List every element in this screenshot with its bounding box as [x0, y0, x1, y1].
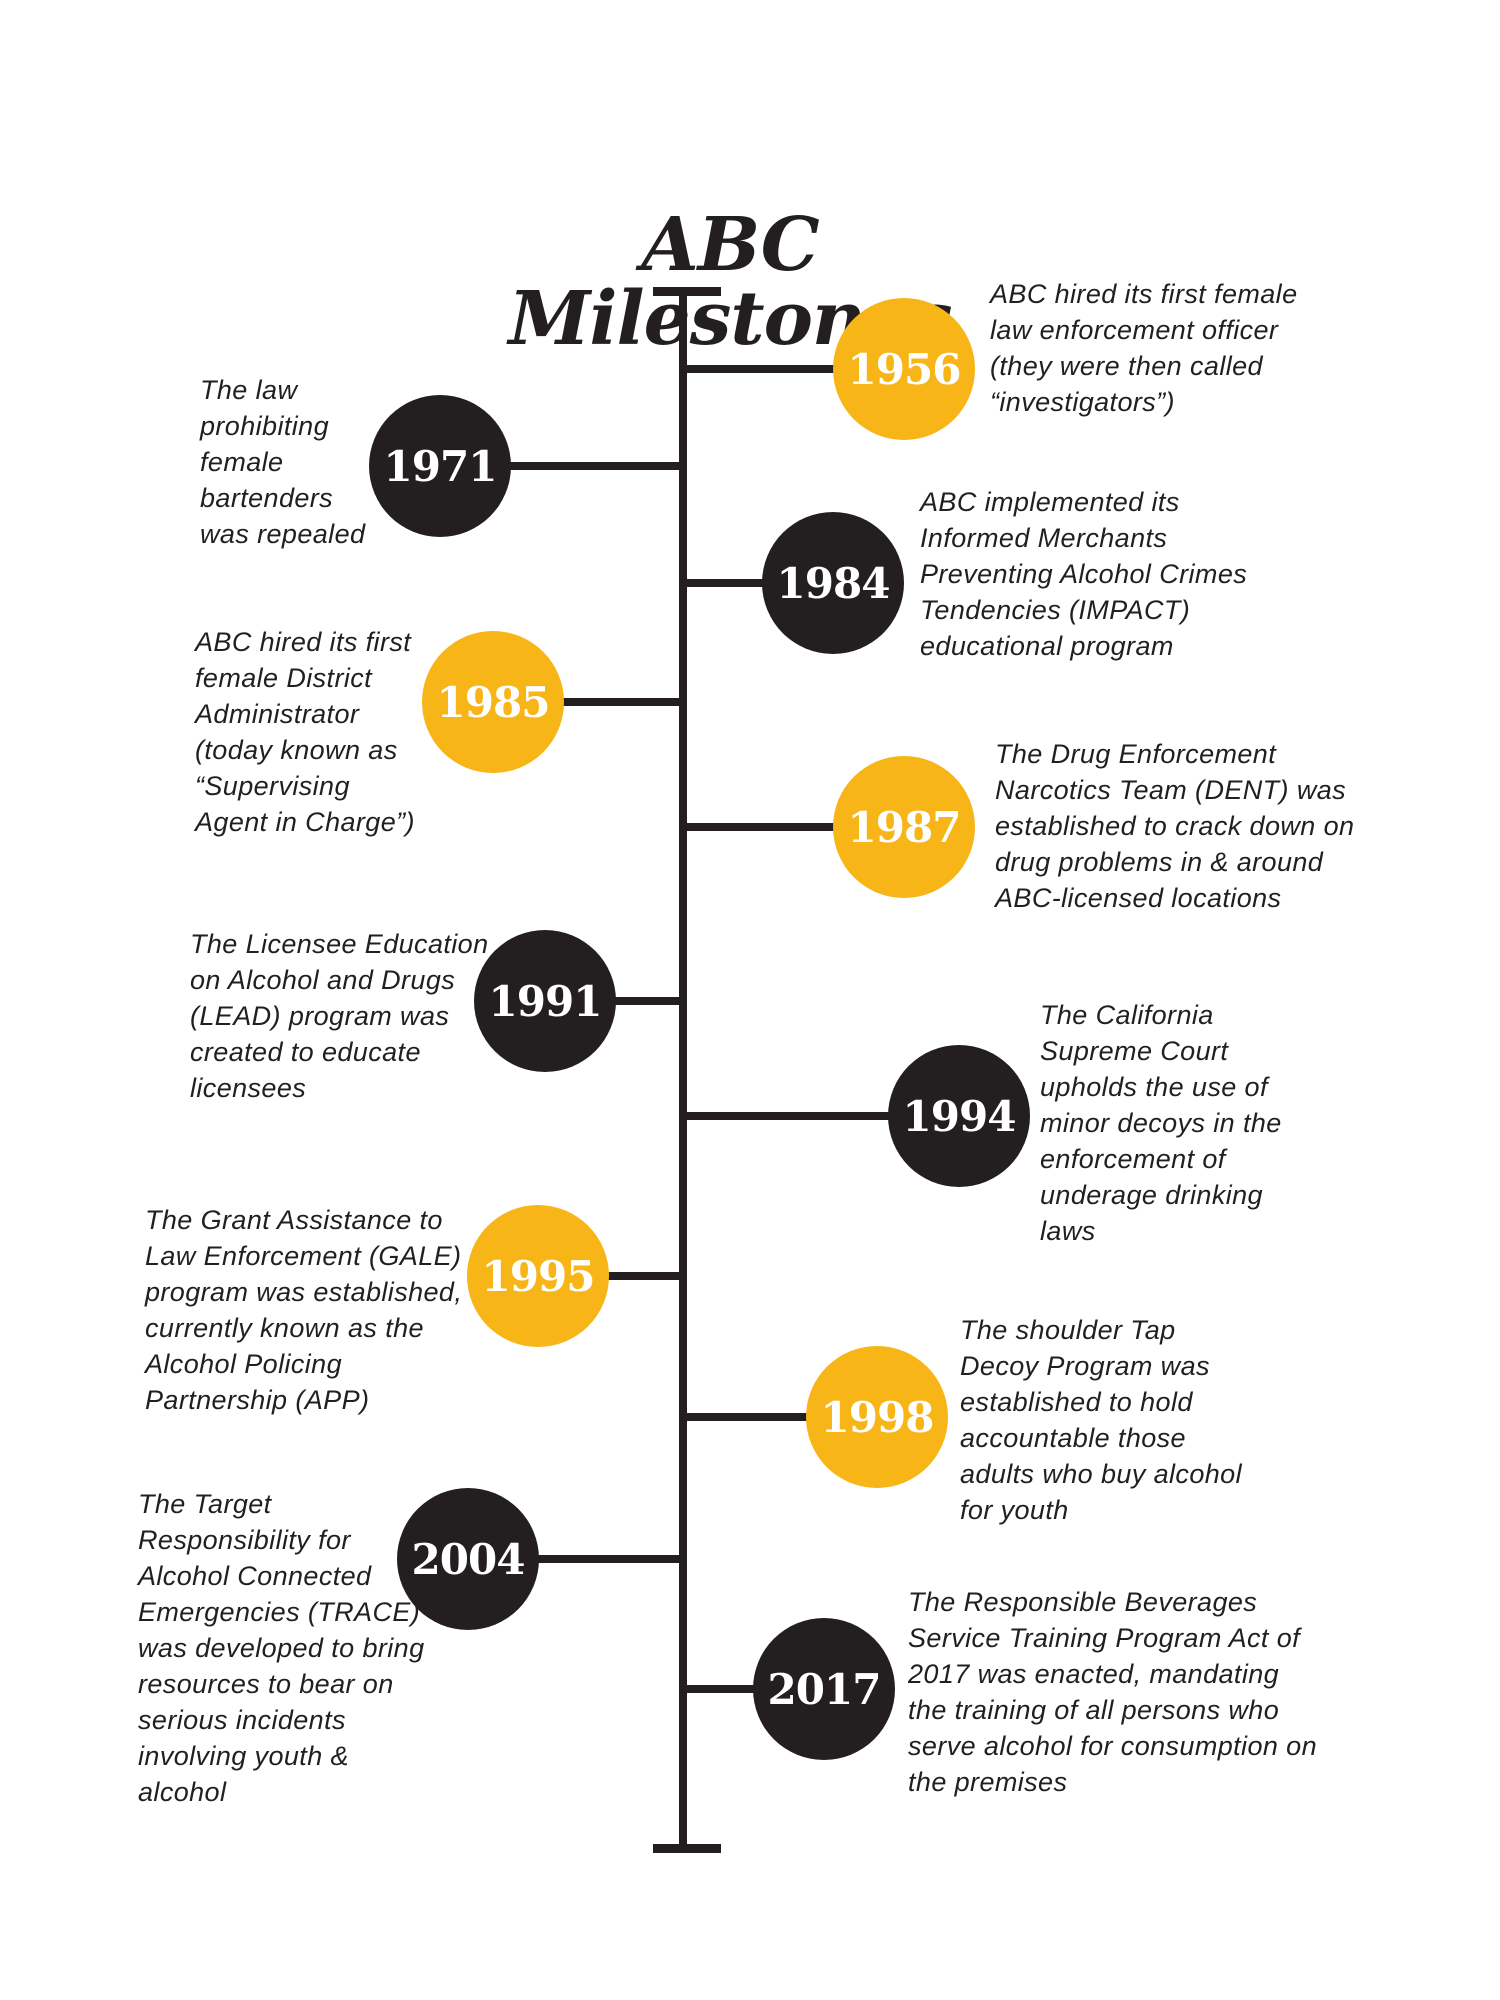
timeline-top-cap	[653, 287, 721, 296]
timeline-connector	[440, 462, 683, 470]
year-label: 2017	[767, 1664, 882, 1714]
timeline-connector	[683, 1413, 877, 1421]
timeline-connector	[683, 1112, 959, 1120]
timeline-spine	[679, 290, 687, 1850]
year-circle-2004: 2004	[397, 1488, 539, 1630]
year-label: 1984	[776, 558, 891, 608]
timeline-connector	[493, 698, 683, 706]
year-circle-1984: 1984	[762, 512, 904, 654]
milestone-description: The Responsible Beverages Service Traini…	[908, 1587, 1318, 1797]
year-label: 1971	[383, 441, 498, 491]
timeline-bottom-cap	[653, 1844, 721, 1853]
year-circle-1985: 1985	[422, 631, 564, 773]
year-label: 1991	[488, 976, 603, 1026]
milestone-description: ABC hired its first female District Admi…	[195, 627, 415, 837]
milestone-description: The California Supreme Court upholds the…	[1040, 1000, 1282, 1246]
milestone-description: The shoulder Tap Decoy Program was estab…	[960, 1315, 1242, 1525]
year-circle-2017: 2017	[753, 1618, 895, 1760]
milestone-description: The Target Responsibility for Alcohol Co…	[138, 1489, 425, 1807]
year-label: 2004	[411, 1534, 526, 1584]
year-circle-1987: 1987	[833, 756, 975, 898]
year-circle-1995: 1995	[467, 1205, 609, 1347]
year-label: 1987	[847, 802, 962, 852]
timeline-connector	[683, 365, 904, 373]
year-label: 1998	[820, 1392, 935, 1442]
year-label: 1985	[436, 677, 551, 727]
milestone-description: The Drug Enforcement Narcotics Team (DEN…	[995, 739, 1355, 913]
timeline-connector	[683, 579, 833, 587]
milestone-description: The Licensee Education on Alcohol and Dr…	[190, 929, 489, 1103]
year-circle-1956: 1956	[833, 298, 975, 440]
year-label: 1995	[481, 1251, 596, 1301]
milestone-description: ABC hired its first female law enforceme…	[990, 279, 1298, 417]
year-circle-1998: 1998	[806, 1346, 948, 1488]
timeline-connector	[538, 1272, 683, 1280]
year-circle-1971: 1971	[369, 395, 511, 537]
milestone-description: The Grant Assistance to Law Enforcement …	[145, 1205, 463, 1415]
year-circle-1991: 1991	[474, 930, 616, 1072]
timeline-connector	[683, 823, 904, 831]
timeline-connector	[468, 1555, 683, 1563]
year-label: 1956	[847, 344, 962, 394]
milestone-description: ABC implemented its Informed Merchants P…	[920, 487, 1248, 661]
milestone-description: The law prohibiting female bartenders wa…	[200, 375, 366, 549]
year-label: 1994	[902, 1091, 1017, 1141]
year-circle-1994: 1994	[888, 1045, 1030, 1187]
